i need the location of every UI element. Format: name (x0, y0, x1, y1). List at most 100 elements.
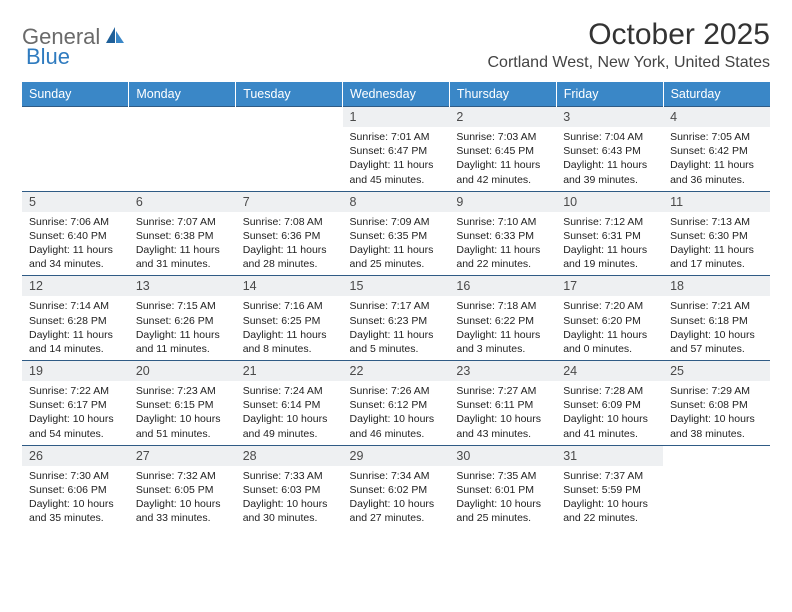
day-number: 12 (22, 276, 129, 296)
sunrise-line: Sunrise: 7:27 AM (456, 385, 536, 397)
calendar-cell: 16Sunrise: 7:18 AMSunset: 6:22 PMDayligh… (449, 276, 556, 361)
day-number: 15 (343, 276, 450, 296)
calendar-table: SundayMondayTuesdayWednesdayThursdayFrid… (22, 82, 770, 529)
day-number: 29 (343, 446, 450, 466)
weekday-header: Tuesday (236, 82, 343, 107)
calendar-cell: 28Sunrise: 7:33 AMSunset: 6:03 PMDayligh… (236, 445, 343, 529)
sunrise-line: Sunrise: 7:05 AM (670, 131, 750, 143)
day-number: 31 (556, 446, 663, 466)
day-details: Sunrise: 7:37 AM Sunset: 5:59 PM Daylight:… (556, 466, 663, 530)
day-details: Sunrise: 7:15 AMSunset: 6:26 PMDaylight:… (129, 296, 236, 360)
daylight-line: Daylight: 11 hours and 34 minutes. (29, 244, 113, 270)
sunset-line: Sunset: 6:18 PM (670, 315, 748, 327)
day-details: Sunrise: 7:23 AMSunset: 6:15 PMDaylight:… (129, 381, 236, 445)
daylight-line: Daylight: 11 hours and 5 minutes. (350, 329, 434, 355)
day-number: 7 (236, 192, 343, 212)
weekday-header: Saturday (663, 82, 770, 107)
day-number: 9 (449, 192, 556, 212)
sunrise-line: Sunrise: 7:37 AM (563, 470, 643, 482)
calendar-cell: 27Sunrise: 7:32 AMSunset: 6:05 PMDayligh… (129, 445, 236, 529)
sunrise-line: Sunrise: 7:17 AM (350, 300, 430, 312)
calendar-cell: 26Sunrise: 7:30 AMSunset: 6:06 PMDayligh… (22, 445, 129, 529)
weekday-header: Friday (556, 82, 663, 107)
day-number: 26 (22, 446, 129, 466)
calendar-cell: 30Sunrise: 7:35 AMSunset: 6:01 PMDayligh… (449, 445, 556, 529)
sail-icon (104, 25, 126, 50)
day-details: Sunrise: 7:34 AMSunset: 6:02 PMDaylight:… (343, 466, 450, 530)
location-subtitle: Cortland West, New York, United States (487, 54, 770, 72)
daylight-line: Daylight: 10 hours and 27 minutes. (350, 498, 435, 524)
day-number: 25 (663, 361, 770, 381)
calendar-cell: 21Sunrise: 7:24 AMSunset: 6:14 PMDayligh… (236, 361, 343, 446)
sunset-line: Sunset: 6:47 PM (350, 145, 428, 157)
day-details: Sunrise: 7:10 AMSunset: 6:33 PMDaylight:… (449, 212, 556, 276)
day-details: Sunrise: 7:18 AMSunset: 6:22 PMDaylight:… (449, 296, 556, 360)
day-details: Sunrise: 7:16 AMSunset: 6:25 PMDaylight:… (236, 296, 343, 360)
day-number: 23 (449, 361, 556, 381)
calendar-cell: 24Sunrise: 7:28 AMSunset: 6:09 PMDayligh… (556, 361, 663, 446)
day-details: Sunrise: 7:01 AMSunset: 6:47 PMDaylight:… (343, 127, 450, 191)
sunset-line: Sunset: 6:12 PM (350, 399, 428, 411)
calendar-cell: .. (663, 445, 770, 529)
daylight-line: Daylight: 11 hours and 17 minutes. (670, 244, 754, 270)
sunset-line: Sunset: 6:11 PM (456, 399, 533, 411)
sunset-line: Sunset: 6:08 PM (670, 399, 748, 411)
calendar-cell: 13Sunrise: 7:15 AMSunset: 6:26 PMDayligh… (129, 276, 236, 361)
day-details: Sunrise: 7:26 AMSunset: 6:12 PMDaylight:… (343, 381, 450, 445)
sunrise-line: Sunrise: 7:03 AM (456, 131, 536, 143)
sunrise-line: Sunrise: 7:16 AM (243, 300, 323, 312)
day-number: 30 (449, 446, 556, 466)
sunset-line: Sunset: 6:09 PM (563, 399, 641, 411)
daylight-line: Daylight: 10 hours and 41 minutes. (563, 413, 648, 439)
sunset-line: Sunset: 6:02 PM (350, 484, 428, 496)
calendar-cell: 8Sunrise: 7:09 AMSunset: 6:35 PMDaylight… (343, 191, 450, 276)
day-number: 10 (556, 192, 663, 212)
sunrise-line: Sunrise: 7:22 AM (29, 385, 109, 397)
sunset-line: Sunset: 6:42 PM (670, 145, 748, 157)
daylight-line: Daylight: 11 hours and 19 minutes. (563, 244, 647, 270)
calendar-cell: 5Sunrise: 7:06 AMSunset: 6:40 PMDaylight… (22, 191, 129, 276)
calendar-cell: 29Sunrise: 7:34 AMSunset: 6:02 PMDayligh… (343, 445, 450, 529)
day-number: 6 (129, 192, 236, 212)
weekday-header: Thursday (449, 82, 556, 107)
sunset-line: Sunset: 6:22 PM (456, 315, 534, 327)
calendar-cell: 11Sunrise: 7:13 AMSunset: 6:30 PMDayligh… (663, 191, 770, 276)
daylight-line: Daylight: 11 hours and 25 minutes. (350, 244, 434, 270)
calendar-cell: 6Sunrise: 7:07 AMSunset: 6:38 PMDaylight… (129, 191, 236, 276)
daylight-line: Daylight: 11 hours and 11 minutes. (136, 329, 220, 355)
day-details: Sunrise: 7:35 AMSunset: 6:01 PMDaylight:… (449, 466, 556, 530)
sunrise-line: Sunrise: 7:09 AM (350, 216, 430, 228)
day-details: Sunrise: 7:05 AMSunset: 6:42 PMDaylight:… (663, 127, 770, 191)
day-number: 1 (343, 107, 450, 127)
calendar-cell: .. (236, 107, 343, 192)
day-number: 16 (449, 276, 556, 296)
day-details: Sunrise: 7:17 AMSunset: 6:23 PMDaylight:… (343, 296, 450, 360)
daylight-line: Daylight: 11 hours and 39 minutes. (563, 159, 647, 185)
daylight-line: Daylight: 11 hours and 31 minutes. (136, 244, 220, 270)
day-number: 20 (129, 361, 236, 381)
daylight-line: Daylight: 11 hours and 42 minutes. (456, 159, 540, 185)
day-number: 19 (22, 361, 129, 381)
day-details: Sunrise: 7:20 AMSunset: 6:20 PMDaylight:… (556, 296, 663, 360)
day-details: Sunrise: 7:33 AMSunset: 6:03 PMDaylight:… (236, 466, 343, 530)
calendar-cell: 4Sunrise: 7:05 AMSunset: 6:42 PMDaylight… (663, 107, 770, 192)
daylight-line: Daylight: 10 hours and 43 minutes. (456, 413, 541, 439)
sunrise-line: Sunrise: 7:29 AM (670, 385, 750, 397)
calendar-cell: 25Sunrise: 7:29 AMSunset: 6:08 PMDayligh… (663, 361, 770, 446)
month-title: October 2025 (487, 18, 770, 52)
daylight-line: Daylight: 10 hours and 22 minutes. (563, 498, 648, 524)
day-details: Sunrise: 7:08 AMSunset: 6:36 PMDaylight:… (236, 212, 343, 276)
calendar-cell: 14Sunrise: 7:16 AMSunset: 6:25 PMDayligh… (236, 276, 343, 361)
day-details: Sunrise: 7:09 AMSunset: 6:35 PMDaylight:… (343, 212, 450, 276)
day-details: Sunrise: 7:21 AMSunset: 6:18 PMDaylight:… (663, 296, 770, 360)
day-number: 27 (129, 446, 236, 466)
sunset-line: Sunset: 5:59 PM (563, 484, 641, 496)
day-number: 21 (236, 361, 343, 381)
daylight-line: Daylight: 10 hours and 25 minutes. (456, 498, 541, 524)
sunrise-line: Sunrise: 7:08 AM (243, 216, 323, 228)
day-number: 11 (663, 192, 770, 212)
sunset-line: Sunset: 6:01 PM (456, 484, 534, 496)
day-details: Sunrise: 7:30 AMSunset: 6:06 PMDaylight:… (22, 466, 129, 530)
sunset-line: Sunset: 6:03 PM (243, 484, 321, 496)
calendar-cell: 2Sunrise: 7:03 AMSunset: 6:45 PMDaylight… (449, 107, 556, 192)
